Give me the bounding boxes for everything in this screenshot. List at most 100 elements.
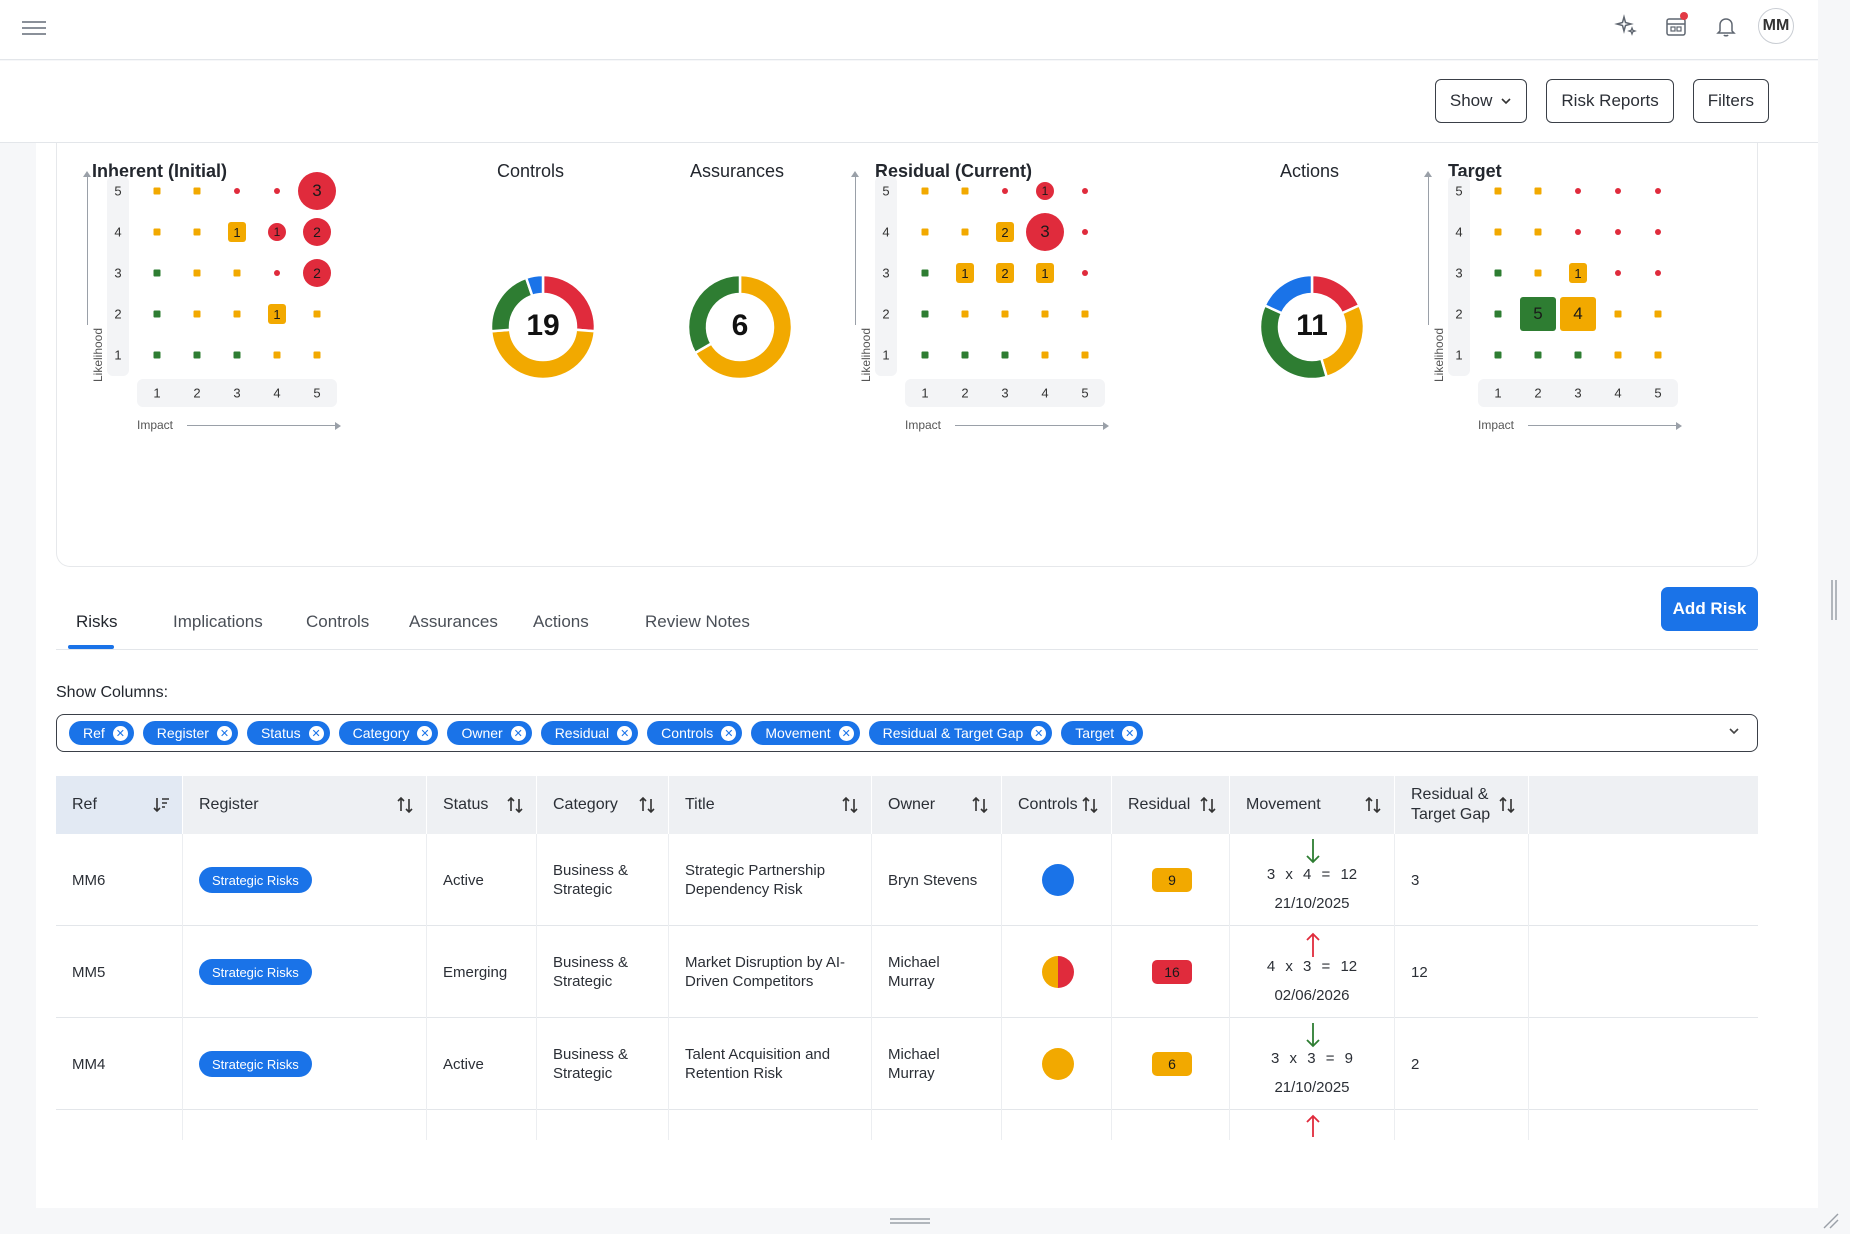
matrix-cell-count[interactable]: 2 <box>303 259 331 287</box>
calendar-icon[interactable] <box>1658 8 1694 44</box>
close-icon[interactable]: ✕ <box>216 725 232 741</box>
sort-icon[interactable] <box>506 795 524 820</box>
drag-handle-icon[interactable] <box>890 1217 930 1225</box>
table-cell <box>427 1110 537 1140</box>
sort-icon[interactable] <box>971 795 989 820</box>
resize-handle-icon[interactable] <box>1830 580 1838 620</box>
bell-icon[interactable] <box>1708 8 1744 44</box>
close-icon[interactable]: ✕ <box>308 725 324 741</box>
close-icon[interactable]: ✕ <box>617 725 633 741</box>
column-chip[interactable]: Status ✕ <box>246 721 330 745</box>
close-icon[interactable]: ✕ <box>1122 725 1138 741</box>
column-chip[interactable]: Category ✕ <box>338 721 439 745</box>
show-button[interactable]: Show <box>1434 79 1528 123</box>
table-row[interactable]: MM6 Strategic Risks Active Business & Strat… <box>56 834 1758 926</box>
matrix-cell-count[interactable]: 1 <box>1036 263 1054 283</box>
tab-review-notes[interactable]: Review Notes <box>645 612 750 631</box>
tab-implications[interactable]: Implications <box>173 612 263 631</box>
donut-segment[interactable] <box>686 273 742 355</box>
matrix-cell-count[interactable]: 1 <box>1569 263 1587 283</box>
risk-reports-button[interactable]: Risk Reports <box>1546 79 1674 123</box>
y-tick: 5 <box>114 183 122 199</box>
tab-risks[interactable]: Risks <box>76 612 118 631</box>
column-chip[interactable]: Residual ✕ <box>540 721 639 745</box>
close-icon[interactable]: ✕ <box>721 725 737 741</box>
close-icon[interactable]: ✕ <box>417 725 433 741</box>
column-header[interactable]: Register <box>183 776 427 834</box>
column-header[interactable]: Residual <box>1112 776 1230 834</box>
chip-label: Residual & Target Gap <box>882 725 1024 741</box>
column-chip[interactable]: Residual & Target Gap ✕ <box>868 721 1053 745</box>
chevron-down-icon[interactable] <box>1727 724 1741 738</box>
donut-chart-actions <box>1258 273 1366 381</box>
avatar[interactable]: MM <box>1758 8 1794 44</box>
filters-button[interactable]: Filters <box>1692 79 1769 123</box>
matrix-cell-count[interactable]: 1 <box>228 222 246 242</box>
matrix-cell-count[interactable]: 2 <box>996 263 1014 283</box>
column-chip[interactable]: Register ✕ <box>142 721 238 745</box>
tab-assurances[interactable]: Assurances <box>409 612 498 631</box>
close-icon[interactable]: ✕ <box>510 725 526 741</box>
column-header[interactable]: Owner <box>872 776 1002 834</box>
y-tick: 5 <box>1455 183 1463 199</box>
show-columns-select[interactable]: Ref ✕ Register ✕ Status ✕ Category ✕ Owner ✕ Resid… <box>56 714 1758 752</box>
column-chip[interactable]: Ref ✕ <box>69 721 134 745</box>
matrix-cell-count[interactable]: 4 <box>1560 297 1596 331</box>
sparkle-icon[interactable] <box>1608 8 1644 44</box>
close-icon[interactable]: ✕ <box>1031 725 1047 741</box>
chip-label: Target <box>1075 725 1115 741</box>
column-header[interactable]: Residual & Target Gap <box>1395 776 1529 834</box>
column-chip[interactable]: Movement ✕ <box>751 721 860 745</box>
column-header[interactable]: Category <box>537 776 669 834</box>
matrix-cell-count[interactable]: 3 <box>1026 213 1064 251</box>
sort-icon[interactable] <box>396 795 414 820</box>
tab-controls[interactable]: Controls <box>306 612 370 631</box>
matrix-cell-count[interactable]: 3 <box>298 172 336 210</box>
controls-status-indicator <box>1042 956 1074 988</box>
controls-status-indicator <box>1042 1048 1074 1080</box>
close-icon[interactable]: ✕ <box>838 725 854 741</box>
register-badge[interactable]: Strategic Risks <box>199 1051 312 1077</box>
matrix-cell-count[interactable]: 1 <box>268 223 286 241</box>
sort-icon[interactable] <box>1364 795 1382 820</box>
close-icon[interactable]: ✕ <box>112 725 128 741</box>
tab-actions[interactable]: Actions <box>533 612 589 631</box>
matrix-cell-count[interactable]: 5 <box>1520 297 1556 331</box>
column-header-label: Controls <box>1018 796 1078 813</box>
table-row[interactable]: MM4 Strategic Risks Active Business & Strat… <box>56 1018 1758 1110</box>
register-badge[interactable]: Strategic Risks <box>199 959 312 985</box>
resize-corner-icon[interactable] <box>1822 1212 1840 1230</box>
sort-descending-icon[interactable] <box>152 795 170 820</box>
donut-segment[interactable] <box>489 328 597 381</box>
sort-icon[interactable] <box>1199 795 1217 820</box>
matrix-cell-count[interactable]: 1 <box>268 304 286 324</box>
column-header[interactable]: Movement <box>1230 776 1395 834</box>
column-header[interactable]: Controls <box>1002 776 1112 834</box>
add-risk-button[interactable]: Add Risk <box>1661 587 1758 631</box>
matrix-cell-marker <box>1494 310 1502 318</box>
table-row[interactable]: MM5 Strategic Risks Emerging Business & Str… <box>56 926 1758 1018</box>
sort-icon[interactable] <box>1498 795 1516 820</box>
donut-segment[interactable] <box>524 273 545 298</box>
sort-icon[interactable] <box>1081 795 1099 820</box>
matrix-cell-marker <box>1614 351 1622 359</box>
matrix-cell-marker <box>313 310 321 318</box>
matrix-cell-count[interactable]: 1 <box>1036 182 1054 200</box>
matrix-cell-count[interactable]: 1 <box>956 263 974 283</box>
column-chip[interactable]: Owner ✕ <box>447 721 532 745</box>
column-chip[interactable]: Controls ✕ <box>647 721 743 745</box>
sort-icon[interactable] <box>638 795 656 820</box>
donut-segment[interactable] <box>1263 273 1314 315</box>
matrix-cell-marker <box>961 310 969 318</box>
column-chip[interactable]: Target ✕ <box>1061 721 1144 745</box>
column-header[interactable]: Title <box>669 776 872 834</box>
sort-icon[interactable] <box>841 795 859 820</box>
matrix-cell-count[interactable]: 2 <box>996 222 1014 242</box>
matrix-cell-count[interactable]: 2 <box>303 218 331 246</box>
menu-icon[interactable] <box>22 17 46 37</box>
register-badge[interactable]: Strategic Risks <box>199 867 312 893</box>
donut-segment[interactable] <box>693 273 794 381</box>
column-header[interactable]: Ref <box>56 776 183 834</box>
matrix-cell-marker <box>1575 188 1581 194</box>
column-header[interactable]: Status <box>427 776 537 834</box>
